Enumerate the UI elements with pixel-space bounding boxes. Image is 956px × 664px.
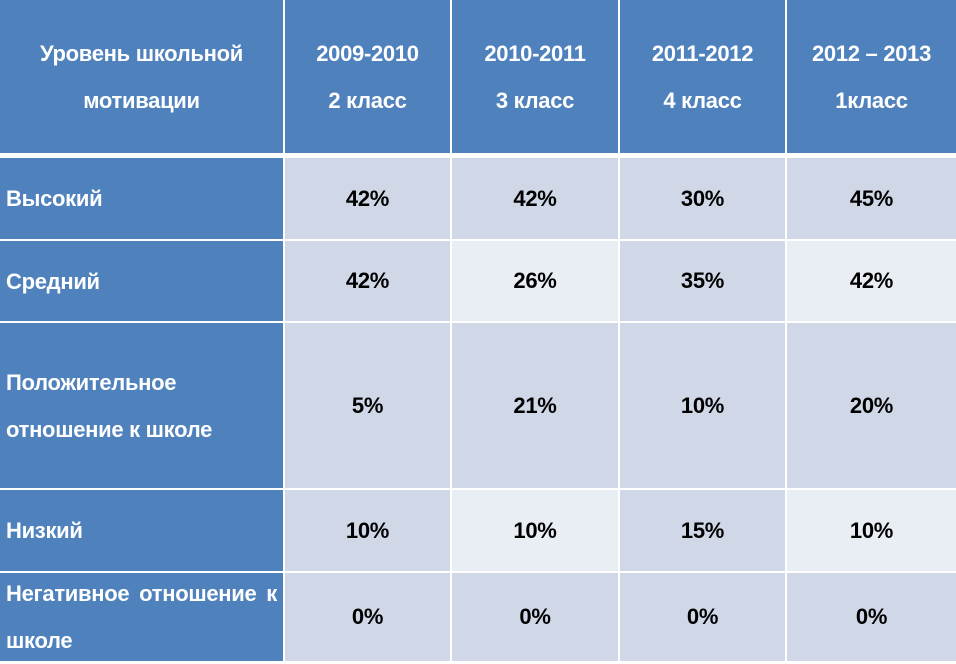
table-cell: 10% [787, 490, 956, 573]
header-level-line1: Уровень школьной [39, 40, 244, 66]
header-year: 2011-2012 [651, 40, 754, 66]
table-cell: 10% [452, 490, 620, 573]
table-cell: 0% [285, 573, 452, 663]
header-col-2010: 2010-2011 3 класс [452, 0, 620, 158]
row-label-low: Низкий [0, 490, 285, 573]
table-cell: 10% [620, 323, 787, 490]
row-label-text: Негативное отношение к школе [6, 581, 277, 653]
header-year: 2009-2010 [316, 40, 419, 66]
header-level-line2: мотивации [83, 87, 200, 113]
table-cell: 45% [787, 158, 956, 241]
table-cell: 26% [452, 241, 620, 323]
row-label-positive: Положительное отношение к школе [0, 323, 285, 490]
header-col-2011: 2011-2012 4 класс [620, 0, 787, 158]
row-label-text: Низкий [6, 518, 83, 543]
row-label-text: Средний [6, 268, 100, 294]
table-cell: 0% [787, 573, 956, 663]
table-cell: 42% [285, 158, 452, 241]
header-grade: 3 класс [495, 87, 575, 113]
table-cell: 30% [620, 158, 787, 241]
header-grade: 2 класс [328, 87, 407, 113]
table-cell: 20% [787, 323, 956, 490]
table-cell: 15% [620, 490, 787, 573]
table-cell: 42% [285, 241, 452, 323]
row-label-text: Высокий [6, 186, 103, 211]
table-cell: 10% [285, 490, 452, 573]
row-label-text: Положительное отношение к школе [6, 369, 213, 442]
table-cell: 21% [452, 323, 620, 490]
header-grade: 1класс [835, 87, 908, 113]
table-cell: 0% [452, 573, 620, 663]
header-level-cell: Уровень школьной мотивации [0, 0, 285, 158]
table-cell: 42% [787, 241, 956, 323]
table-cell: 35% [620, 241, 787, 323]
header-grade: 4 класс [663, 87, 742, 113]
table-cell: 5% [285, 323, 452, 490]
table-cell: 42% [452, 158, 620, 241]
header-col-2012: 2012 – 2013 1класс [787, 0, 956, 158]
header-year: 2010-2011 [484, 40, 586, 66]
row-label-medium: Средний [0, 241, 285, 323]
table-cell: 0% [620, 573, 787, 663]
row-label-high: Высокий [0, 158, 285, 241]
header-year: 2012 – 2013 [811, 40, 932, 66]
header-col-2009: 2009-2010 2 класс [285, 0, 452, 158]
row-label-negative: Негативное отношение к школе [0, 573, 285, 663]
